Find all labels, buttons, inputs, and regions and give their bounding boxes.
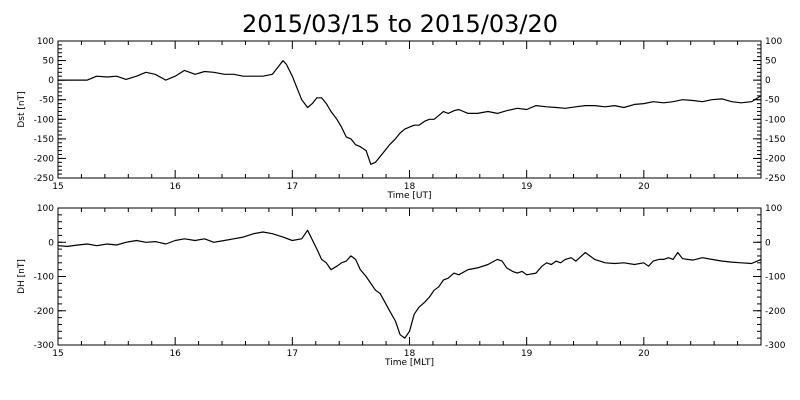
y-tick-label-right: 100 bbox=[765, 37, 782, 47]
y-tick-label: -50 bbox=[39, 96, 54, 106]
y-tick-label: -200 bbox=[34, 154, 55, 164]
y-tick-label-right: 0 bbox=[765, 76, 771, 86]
x-axis-label: Time [UT] bbox=[387, 191, 432, 201]
y-axis-label: Dst [nT] bbox=[17, 91, 27, 127]
x-tick-label: 18 bbox=[404, 182, 416, 192]
panel-dh: 15 16 17 18 19 20 -300 -300 -200 -200 -100 -100 0 0 10… bbox=[17, 204, 786, 368]
y-tick-label-right: -50 bbox=[765, 96, 780, 106]
y-tick-label-right: -300 bbox=[765, 341, 786, 351]
y-tick-label: 50 bbox=[43, 57, 55, 67]
y-tick-label: 100 bbox=[37, 37, 54, 47]
x-axis-label: Time [MLT] bbox=[384, 358, 434, 368]
y-tick-label-right: 0 bbox=[765, 238, 771, 248]
x-tick-label: 17 bbox=[287, 349, 298, 359]
y-tick-label: -100 bbox=[34, 273, 55, 283]
y-axis-label: DH [nT] bbox=[17, 259, 27, 294]
y-tick-label-right: 50 bbox=[765, 57, 777, 67]
y-tick-label: 0 bbox=[48, 238, 54, 248]
y-tick-label-right: -250 bbox=[765, 174, 786, 184]
x-tick-label: 20 bbox=[638, 182, 650, 192]
y-tick-label-right: -200 bbox=[765, 307, 786, 317]
y-tick-label: -150 bbox=[34, 135, 55, 145]
y-tick-label: -250 bbox=[34, 174, 55, 184]
y-tick-label: -100 bbox=[34, 115, 55, 125]
y-tick-label-right: -200 bbox=[765, 154, 786, 164]
panel-dst: 15 16 17 18 19 20 -250 -250 -200 -200 -150 -150 -100… bbox=[17, 37, 786, 201]
series-line bbox=[57, 229, 762, 339]
plot-frame bbox=[57, 207, 762, 346]
y-tick-label-right: -100 bbox=[765, 273, 786, 283]
x-tick-label: 20 bbox=[638, 349, 650, 359]
x-tick-label: 16 bbox=[169, 182, 181, 192]
plot-frame bbox=[57, 40, 762, 179]
x-tick-label: 15 bbox=[52, 349, 63, 359]
y-tick-label-right: 100 bbox=[765, 204, 782, 214]
x-tick-label: 19 bbox=[521, 349, 533, 359]
y-tick-label-right: -100 bbox=[765, 115, 786, 125]
x-tick-label: 15 bbox=[52, 182, 63, 192]
series-line bbox=[58, 59, 762, 165]
x-tick-label: 18 bbox=[404, 349, 416, 359]
y-tick-label-right: -150 bbox=[765, 135, 786, 145]
y-tick-label: 0 bbox=[48, 76, 54, 86]
x-tick-label: 16 bbox=[169, 349, 181, 359]
y-tick-label: -200 bbox=[34, 307, 55, 317]
y-tick-label: 100 bbox=[37, 204, 54, 214]
y-tick-label: -300 bbox=[34, 341, 55, 351]
chart-title: 2015/03/15 to 2015/03/20 bbox=[242, 10, 558, 38]
x-tick-label: 17 bbox=[287, 182, 298, 192]
x-tick-label: 19 bbox=[521, 182, 533, 192]
